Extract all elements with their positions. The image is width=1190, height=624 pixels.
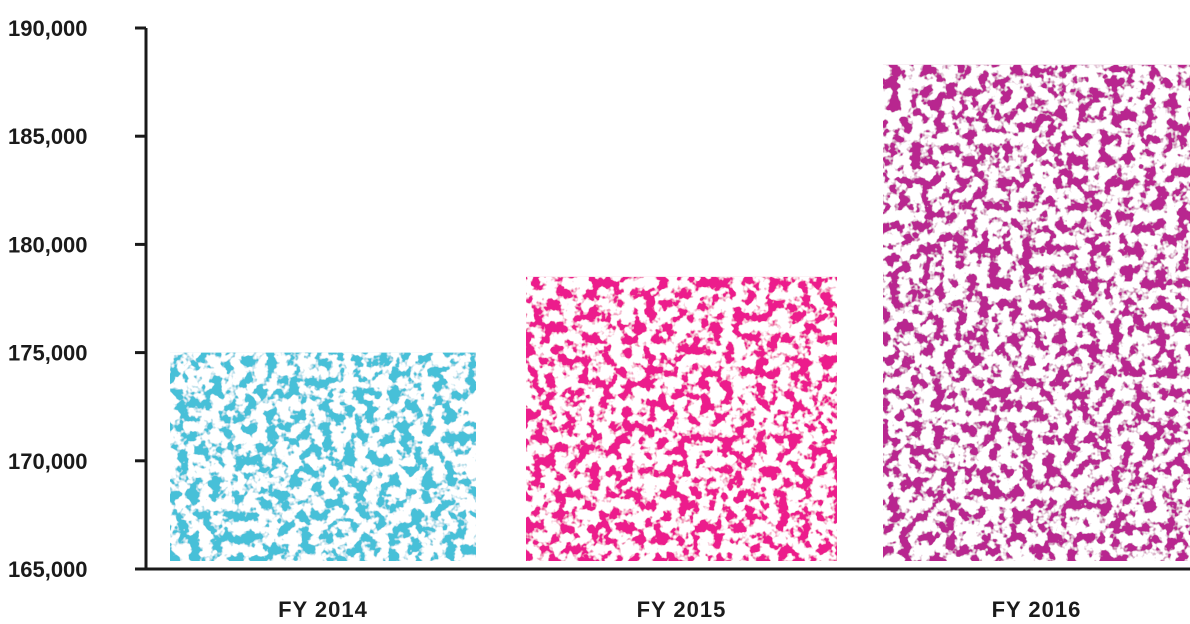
- y-tick-label: 165,000: [8, 557, 88, 582]
- y-tick-label: 185,000: [8, 124, 88, 149]
- y-tick-label: 190,000: [8, 16, 88, 41]
- x-tick-label: FY 2015: [637, 597, 727, 622]
- bar-fy-2015: [526, 276, 837, 561]
- bar-fy-2014: [170, 352, 476, 561]
- x-tick-labels: FY 2014 FY 2015 FY 2016: [278, 597, 1082, 622]
- axes-layer: [135, 28, 1190, 571]
- x-tick-label: FY 2016: [992, 597, 1082, 622]
- bar-fy-2016: [883, 64, 1190, 562]
- bars-layer: [170, 64, 1190, 562]
- y-ticks: 165,000 170,000 175,000 180,000 185,000 190,0…: [8, 16, 146, 582]
- x-tick-label: FY 2014: [278, 597, 368, 622]
- y-tick-label: 180,000: [8, 232, 88, 257]
- y-tick-label: 170,000: [8, 449, 88, 474]
- y-tick-label: 175,000: [8, 341, 88, 366]
